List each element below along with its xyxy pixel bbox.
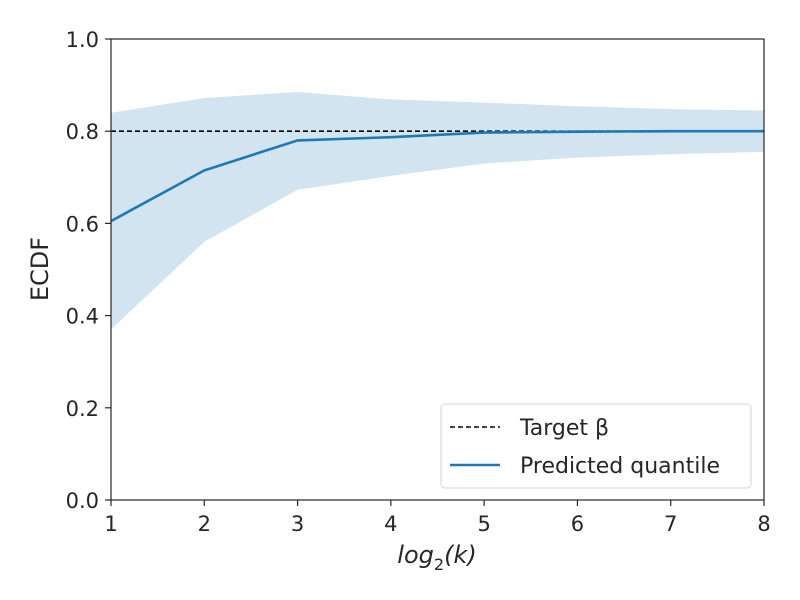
x-tick-label: 3 <box>291 512 304 536</box>
x-tick-label: 8 <box>757 512 770 536</box>
predicted-quantile-line <box>110 129 764 223</box>
legend-target-label: Target β <box>519 416 609 441</box>
x-tick-label: 5 <box>477 512 490 536</box>
y-tick-label: 0.4 <box>66 305 99 329</box>
y-tick-label: 0.2 <box>66 397 99 421</box>
x-axis-label: log2(k) <box>397 541 476 574</box>
legend: Target β Predicted quantile <box>440 403 752 489</box>
confidence-band <box>111 92 764 330</box>
x-tick-label: 4 <box>384 512 397 536</box>
y-tick-label: 0.0 <box>66 489 99 513</box>
x-axis-ticks: 1 2 3 4 5 6 7 8 <box>104 500 771 536</box>
y-tick-label: 0.6 <box>66 212 99 236</box>
legend-predicted-label: Predicted quantile <box>520 454 720 479</box>
legend-box <box>440 403 752 489</box>
x-tick-label: 6 <box>571 512 584 536</box>
y-tick-label: 1.0 <box>66 28 99 52</box>
x-tick-label: 1 <box>104 512 117 536</box>
x-tick-label: 2 <box>198 512 211 536</box>
plot-frame <box>110 38 765 501</box>
y-tick-label: 0.8 <box>66 120 99 144</box>
x-tick-label: 7 <box>664 512 677 536</box>
y-axis-ticks: 0.0 0.2 0.4 0.6 0.8 1.0 <box>66 28 111 513</box>
y-axis-label: ECDF <box>26 237 54 301</box>
